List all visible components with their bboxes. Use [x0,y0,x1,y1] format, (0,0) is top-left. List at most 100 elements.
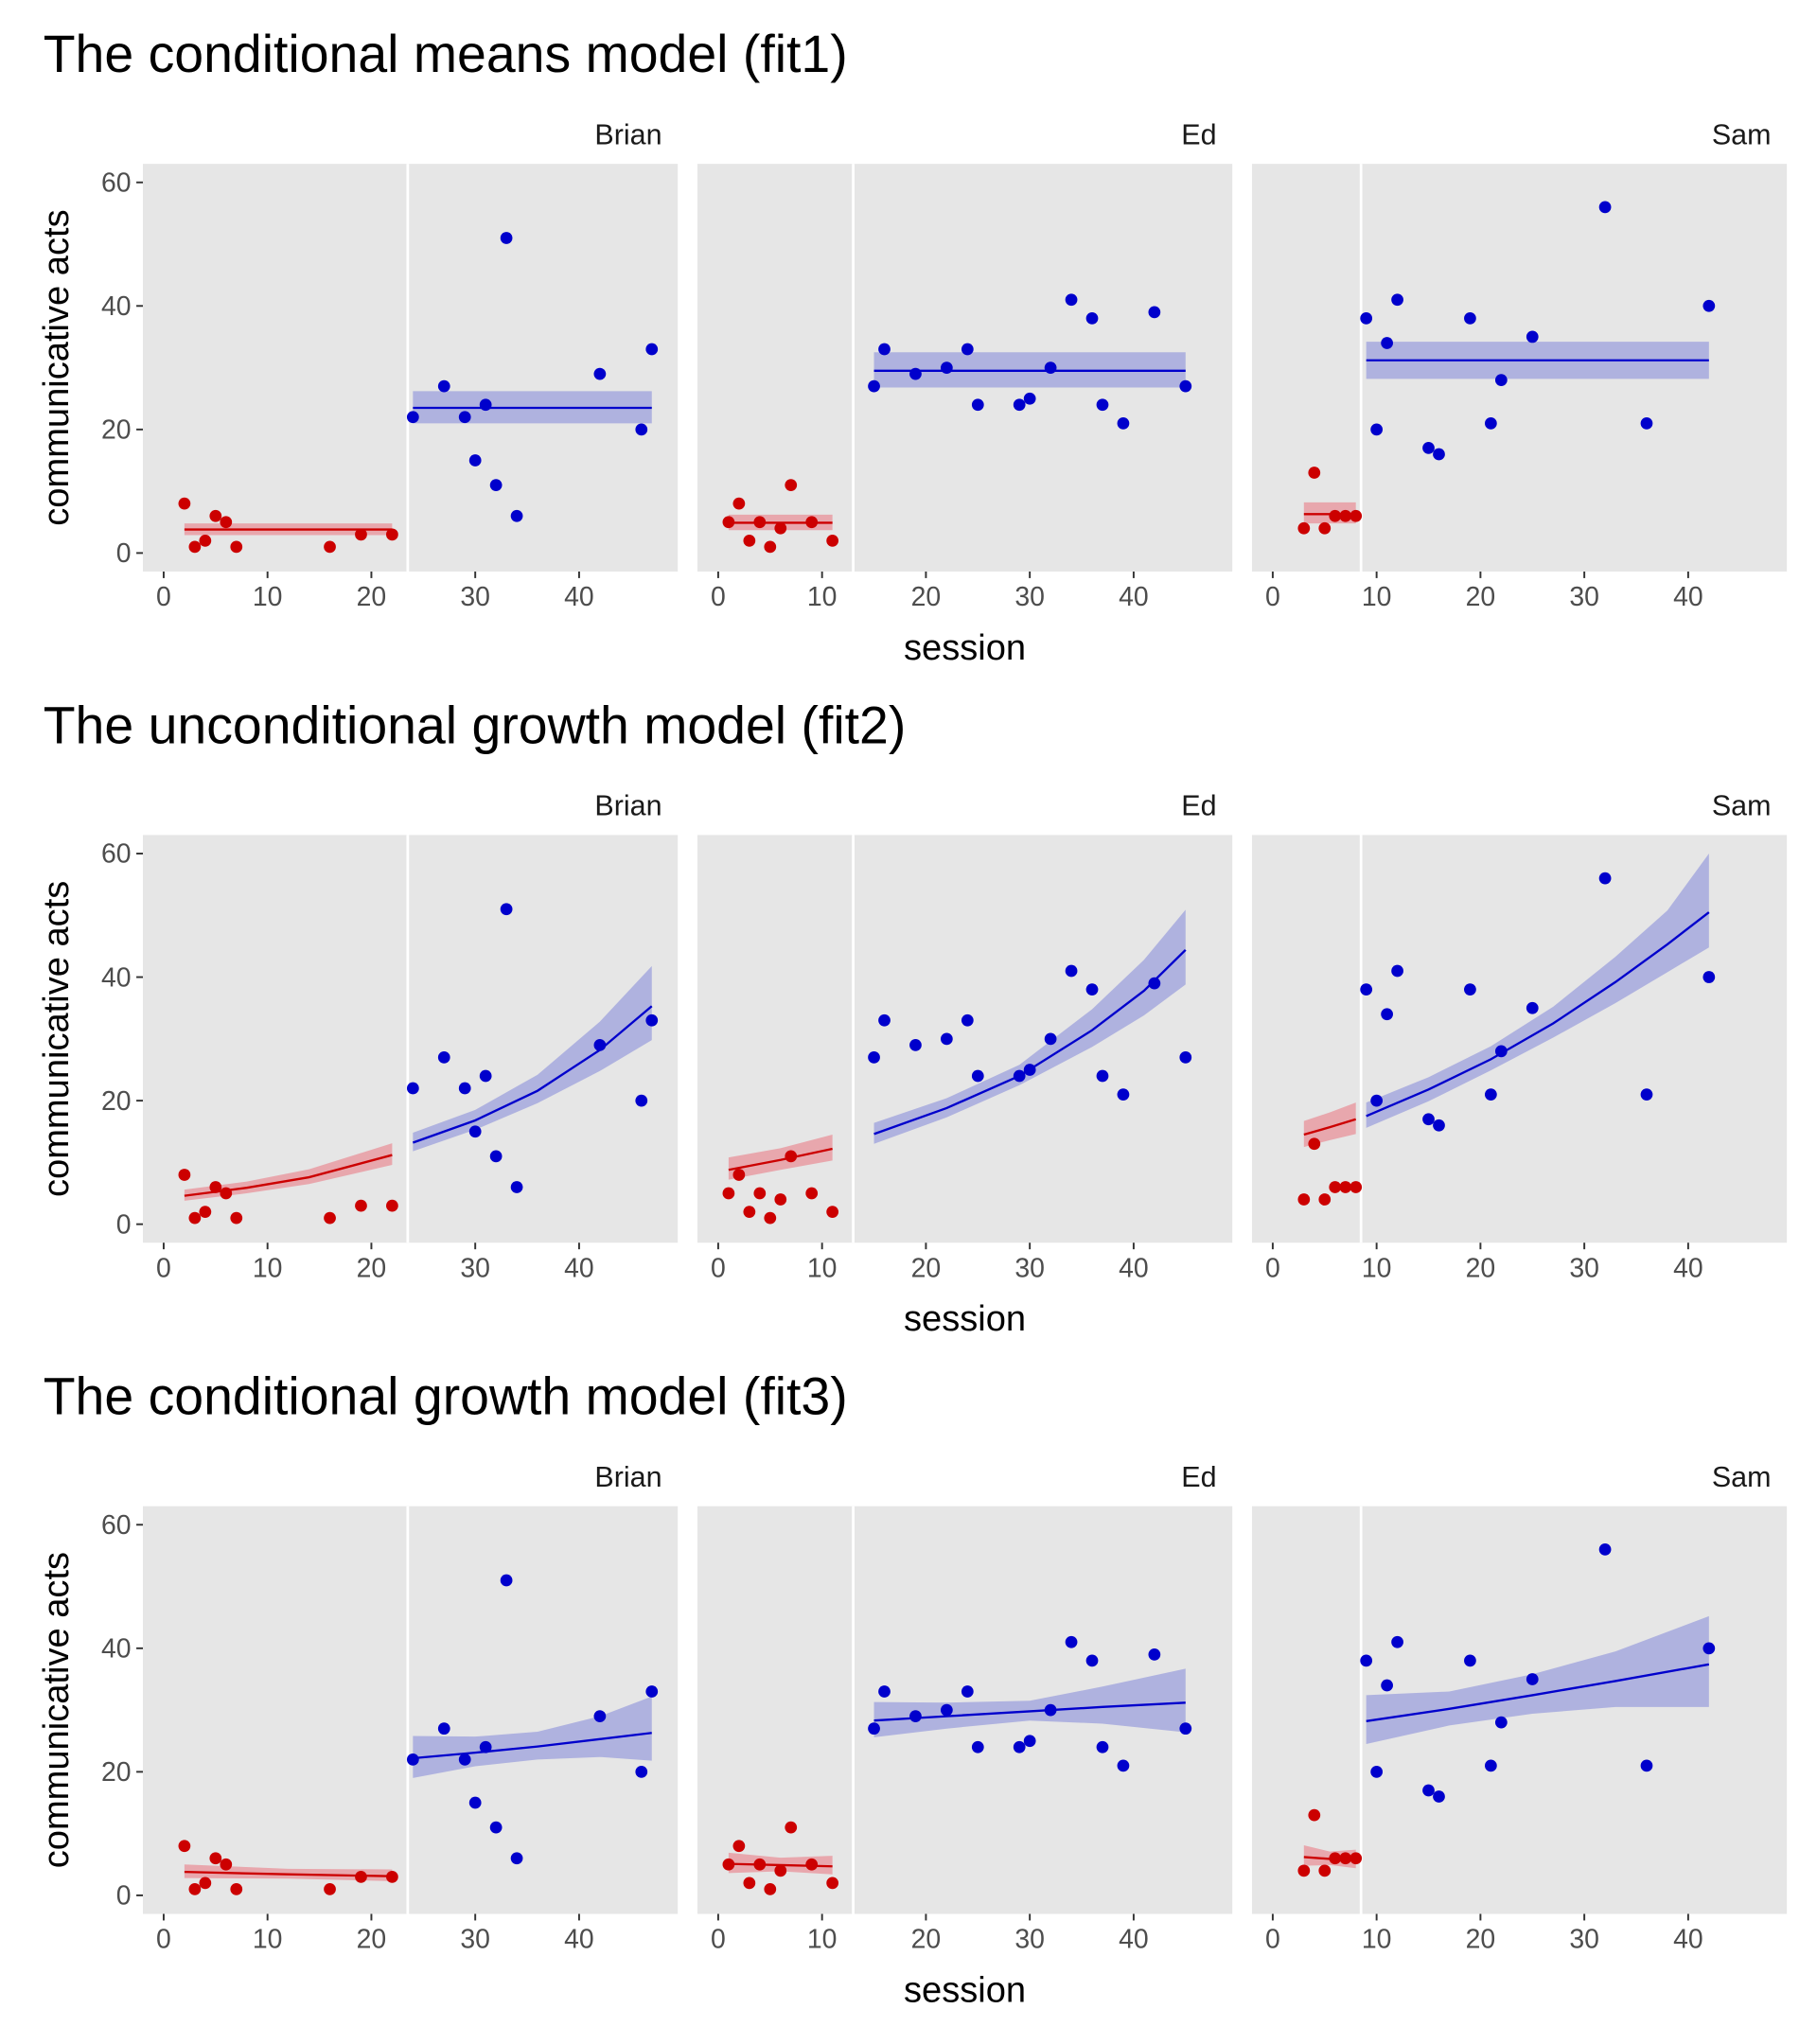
treatment-point [909,367,922,380]
treatment-point [635,1094,648,1107]
baseline-fit-line [728,1147,833,1172]
treatment-point [1640,416,1653,430]
baseline-point [188,540,202,554]
baseline-point [753,1187,767,1200]
treatment-point [635,1766,648,1778]
treatment-fit-line [412,1005,653,1144]
baseline-point [1350,509,1363,522]
x-tick-label: 40 [1673,582,1703,612]
x-tick-label: 30 [460,1925,490,1955]
model-row: The unconditional growth model (fit2) Bri… [37,696,1788,1339]
treatment-point [1640,1759,1653,1772]
baseline-point [1350,1181,1363,1193]
treatment-point [1422,1784,1435,1797]
baseline-point [774,1193,787,1206]
treatment-point [1494,1716,1508,1729]
treatment-point [1640,1088,1653,1101]
treatment-point [468,454,482,467]
x-tick-label: 20 [1466,582,1496,612]
x-tick-label: 10 [1362,1925,1392,1955]
treatment-point [1484,1088,1497,1101]
baseline-point [355,528,367,541]
treatment-point [1370,423,1384,436]
treatment-point [635,423,648,436]
treatment-point [489,1821,503,1834]
baseline-point [722,1858,735,1871]
treatment-point [1422,442,1435,454]
x-tick-label: 40 [1119,1253,1149,1283]
treatment-point [878,343,891,356]
baseline-point [722,1187,735,1200]
treatment-point [489,1150,503,1163]
treatment-point [1023,392,1036,405]
treatment-point [940,1032,953,1046]
panel-sam: Sam 0 10 20 30 40 [1251,118,1788,612]
treatment-ribbon [873,909,1186,1144]
treatment-point [645,1013,659,1027]
baseline-point [386,1870,398,1883]
row-title: The conditional means model (fit1) [44,25,848,83]
treatment-ribbon [873,1668,1186,1737]
treatment-point [1370,1094,1384,1107]
treatment-point [645,1685,659,1698]
treatment-point [1598,201,1612,214]
y-tick-label: 0 [116,1881,132,1912]
x-tick-label: 10 [253,1925,283,1955]
treatment-point [1360,1654,1373,1667]
baseline-point [805,1858,819,1871]
baseline-point [386,1199,398,1212]
baseline-point [1329,509,1342,522]
model-row: The conditional growth model (fit3) Brian… [37,1367,1788,2010]
treatment-point [500,903,513,916]
treatment-ribbon [413,965,652,1152]
baseline-point [785,1821,798,1834]
y-tick-label: 20 [101,1086,132,1117]
baseline-point [753,516,767,529]
baseline-point [1318,521,1332,535]
treatment-point [1702,299,1716,312]
treatment-point [500,232,513,244]
x-tick-label: 30 [1569,1253,1599,1283]
row-title: The conditional growth model (fit3) [44,1367,848,1426]
treatment-point [1023,1064,1036,1076]
y-tick-label: 60 [101,839,132,870]
y-tick-label: 40 [101,962,132,993]
facet-label: Sam [1712,1461,1772,1493]
baseline-point [355,1870,367,1883]
treatment-point [593,1710,607,1722]
y-axis-title: communicative acts [37,209,77,525]
treatment-point [940,1703,953,1717]
x-tick-label: 40 [564,1253,594,1283]
treatment-point [1494,374,1508,386]
treatment-point [1065,293,1078,307]
baseline-point [1297,1193,1311,1206]
treatment-point [971,1069,984,1083]
treatment-point [1391,1635,1403,1648]
x-tick-label: 20 [357,582,387,612]
treatment-point [961,343,974,356]
treatment-point [437,1722,450,1736]
treatment-point [1422,1113,1435,1126]
x-tick-label: 30 [1569,1925,1599,1955]
baseline-point [324,540,336,554]
panel-background [142,1506,679,1914]
x-tick-label: 0 [1265,582,1280,612]
treatment-point [1702,1642,1716,1655]
y-tick-label: 60 [101,167,132,198]
x-tick-label: 30 [1014,582,1045,612]
treatment-fit-line [413,1732,652,1760]
baseline-point [1329,1852,1342,1865]
treatment-point [971,398,984,412]
x-tick-label: 10 [253,582,283,612]
treatment-point [1526,1001,1539,1014]
baseline-point [826,1877,839,1890]
treatment-point [1117,1088,1130,1101]
y-tick-label: 20 [101,415,132,446]
baseline-point [1339,1852,1352,1865]
x-axis-title: session [904,628,1026,668]
treatment-point [458,1082,471,1095]
panel-brian: Brian 0 10 20 30 40 0 20 40 60 [101,790,679,1283]
treatment-point [437,379,450,393]
baseline-point [1297,521,1311,535]
